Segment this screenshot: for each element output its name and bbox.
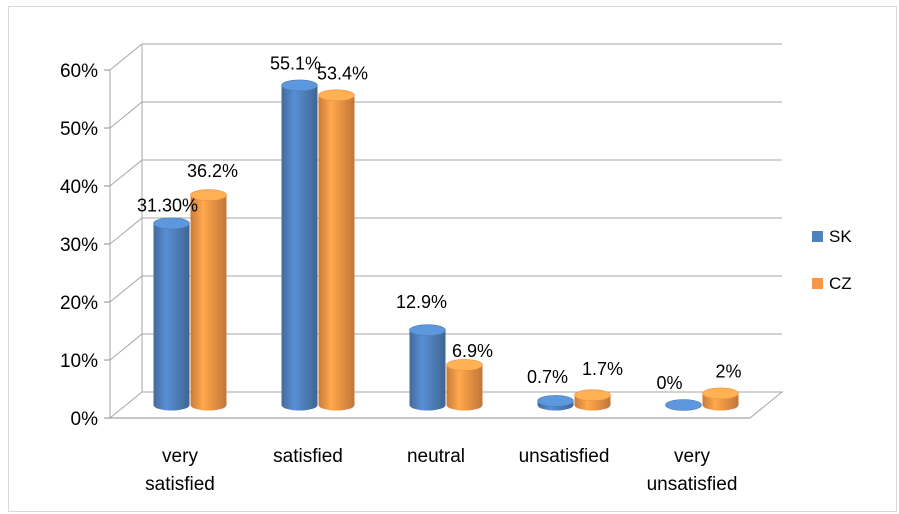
bar-sk-2: [409, 324, 446, 411]
bar-top: [190, 189, 227, 201]
y-tick-label: 0%: [71, 409, 99, 430]
y-axis-ticks: 0% 10% 20% 30% 40% 50% 60%: [60, 61, 110, 430]
legend-swatch-sk: [812, 231, 823, 242]
data-label-cz: 36.2%: [187, 161, 238, 181]
category-label: unsatisfied: [519, 446, 610, 467]
legend: SK CZ: [812, 227, 852, 293]
bar-sk-4: [665, 399, 702, 411]
data-label-cz: 6.9%: [452, 341, 493, 361]
category-label: very: [674, 446, 710, 467]
bar-top: [665, 399, 702, 411]
data-label-cz: 2%: [715, 361, 741, 381]
y-tick-label: 10%: [60, 351, 98, 372]
category-label: satisfied: [273, 446, 343, 467]
bar-top: [702, 387, 739, 400]
y-tick-label: 20%: [60, 293, 98, 314]
bar-body: [318, 95, 355, 411]
bar-sk-1: [281, 79, 318, 411]
y-tick-label: 40%: [60, 177, 98, 198]
category-label: very: [162, 446, 198, 467]
data-label-sk: 55.1%: [270, 53, 321, 73]
bar-top: [281, 79, 318, 92]
data-label-sk: 31.30%: [137, 195, 198, 215]
category-label: satisfied: [145, 474, 215, 495]
bar-cz-4: [702, 387, 739, 411]
y-tick-label: 50%: [60, 119, 98, 140]
gridline-wall: [109, 333, 143, 361]
bar-body: [409, 330, 446, 411]
gridline-wall: [109, 217, 143, 245]
bar-top: [318, 89, 355, 102]
gridline-wall: [109, 159, 143, 187]
category-labels: very satisfied satisfied neutral unsatisfied…: [145, 446, 737, 495]
data-label-sk: 12.9%: [396, 292, 447, 312]
gridline-wall: [109, 101, 143, 129]
y-tick-label: 30%: [60, 235, 98, 256]
bar-body: [446, 364, 483, 411]
bar-sk-3: [537, 395, 574, 411]
bar-body: [281, 85, 318, 411]
gridline-wall: [109, 43, 143, 71]
legend-label-sk: SK: [829, 227, 852, 246]
category-label: neutral: [407, 446, 465, 467]
bar-top: [537, 395, 574, 407]
legend-label-cz: CZ: [829, 274, 852, 293]
data-label-sk: 0.7%: [527, 367, 568, 387]
bar-top: [574, 389, 611, 401]
bar-cz-0: [190, 189, 227, 411]
category-label: unsatisfied: [647, 474, 738, 495]
bar-cz-1: [318, 89, 355, 411]
data-label-sk: 0%: [656, 373, 682, 393]
bars: [153, 79, 739, 411]
gridlines: [109, 43, 782, 361]
data-label-cz: 1.7%: [582, 359, 623, 379]
bar-body: [153, 223, 190, 411]
bar-cz-2: [446, 359, 483, 411]
bar-body: [190, 195, 227, 411]
gridline-wall: [109, 275, 143, 303]
data-label-cz: 53.4%: [317, 63, 368, 83]
data-labels: 31.30% 36.2% 55.1%53.4% 12.9% 6.9% 0.7% 1.7% 0%…: [137, 53, 742, 393]
y-tick-label: 60%: [60, 61, 98, 82]
bar-cz-3: [574, 389, 611, 411]
bar-top: [409, 324, 446, 336]
bar-top: [446, 359, 483, 371]
bar-sk-0: [153, 217, 190, 411]
bar-top: [153, 217, 190, 230]
legend-swatch-cz: [812, 278, 823, 289]
